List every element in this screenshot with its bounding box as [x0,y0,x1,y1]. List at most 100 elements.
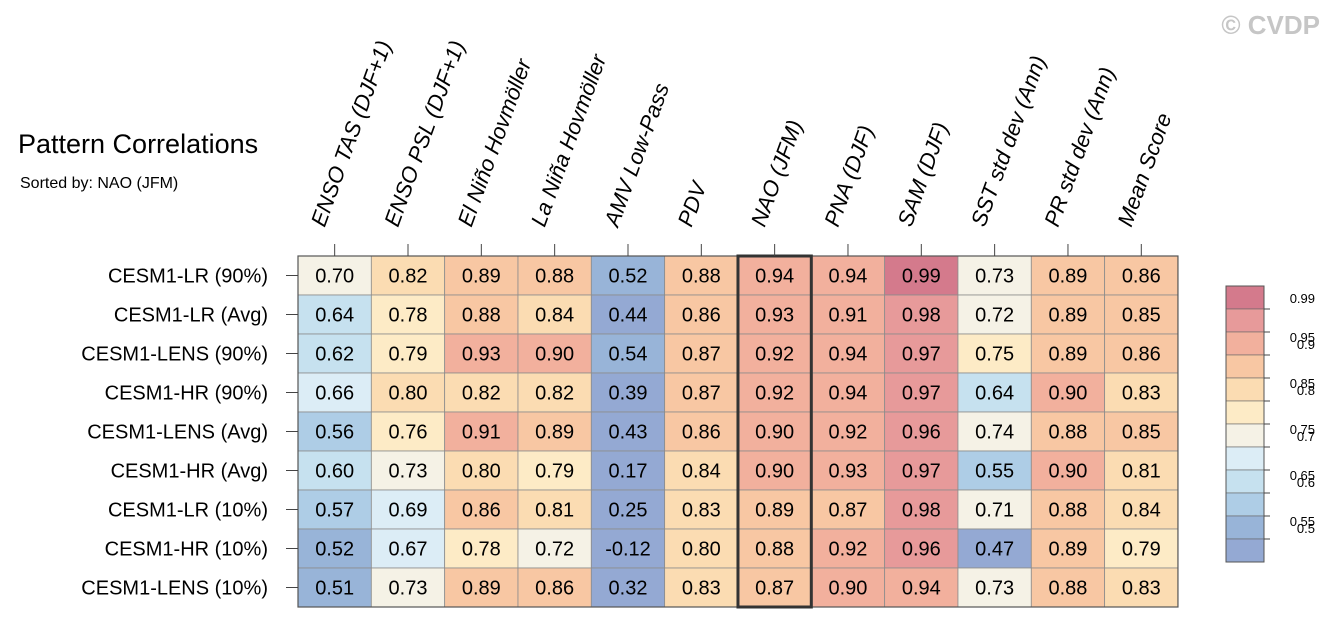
row-label: CESM1-LR (10%) [108,500,268,522]
cell-value: 0.66 [315,383,354,405]
heatmap-cell [370,372,446,413]
heatmap-cell [1104,450,1179,491]
row-label: CESM1-HR (90%) [105,383,268,405]
cell-value: 0.83 [1122,578,1161,600]
cell-value: 0.89 [535,422,574,444]
cell-value: 0.55 [975,461,1014,483]
cell-value: 0.82 [389,266,428,288]
cell-value: 0.87 [682,344,721,366]
column-header: PNA (DJF) [819,122,879,230]
chart-subtitle: Sorted by: NAO (JFM) [20,175,178,192]
cell-value: 0.89 [1048,305,1087,327]
heatmap-cell [664,450,739,491]
colorbar-label: 0.9 [1297,337,1315,352]
heatmap-cell [590,333,666,374]
cell-value: 0.92 [755,383,794,405]
cell-value: 0.85 [1122,422,1161,444]
heatmap-cell [884,567,959,608]
cell-value: 0.86 [1122,344,1161,366]
heatmap-cell [664,372,739,413]
heatmap-cell [590,528,666,569]
heatmap-cell [664,567,739,608]
cell-value: 0.83 [682,500,721,522]
cell-value: 0.67 [389,539,428,561]
column-header: PDV [673,176,713,229]
colorbar-swatch [1225,538,1265,563]
colorbar-swatch [1225,331,1265,356]
heatmap-cell [957,255,1032,296]
cell-value: 0.83 [682,578,721,600]
cell-value: 0.88 [755,539,794,561]
cell-value: 0.89 [1048,344,1087,366]
colorbar-swatch [1225,308,1265,333]
heatmap-cell [444,567,519,608]
heatmap-cell [1104,372,1179,413]
cell-value: 0.86 [682,305,721,327]
column-header: PR std dev (Ann) [1039,64,1120,230]
cell-value: 0.93 [829,461,868,483]
colorbar-swatch [1225,492,1265,517]
cell-value: 0.86 [535,578,574,600]
heatmap-cell [1104,528,1179,569]
heatmap-cell [737,528,812,569]
colorbar-label: 0.8 [1297,383,1315,398]
column-header: NAO (JFM) [746,117,808,230]
cell-value: 0.84 [682,461,721,483]
cell-value: 0.47 [975,539,1014,561]
cell-value: 0.73 [389,578,428,600]
cell-value: 0.39 [609,383,648,405]
cell-value: 0.86 [682,422,721,444]
cell-value: 0.98 [902,305,941,327]
cell-value: 0.32 [609,578,648,600]
cell-value: 0.70 [315,266,354,288]
cell-value: 0.94 [829,344,868,366]
heatmap-cell [297,411,372,452]
cell-value: 0.90 [1048,461,1087,483]
heatmap-cell [1030,528,1106,569]
cell-value: 0.92 [829,539,868,561]
row-label: CESM1-LR (Avg) [114,305,268,327]
cell-value: 0.60 [315,461,354,483]
heatmap-cell [444,489,519,530]
cell-value: 0.43 [609,422,648,444]
cell-value: 0.88 [682,266,721,288]
cell-value: 0.56 [315,422,354,444]
heatmap-cell [1030,294,1106,335]
heatmap-cell [884,294,959,335]
column-header: La Niña Hovmöller [526,50,612,230]
heatmap-cell [517,528,592,569]
row-label: CESM1-LENS (90%) [81,344,268,366]
colorbar-swatch [1225,285,1265,310]
cell-value: 0.84 [535,305,574,327]
heatmap-cell [370,489,446,530]
cell-value: 0.98 [902,500,941,522]
cell-value: 0.79 [535,461,574,483]
cell-value: 0.86 [462,500,501,522]
cell-value: 0.71 [975,500,1014,522]
colorbar-label: 0.85 [1290,376,1315,391]
heatmap-cell [810,294,886,335]
heatmap-cell [810,450,886,491]
heatmap-cell [664,255,739,296]
heatmap-cell [370,255,446,296]
heatmap-cell [737,333,812,374]
cell-value: 0.92 [755,344,794,366]
colorbar-label: 0.75 [1290,422,1315,437]
heatmap-cell [370,294,446,335]
cell-value: 0.57 [315,500,354,522]
row-label: CESM1-LENS (Avg) [87,422,268,444]
heatmap-cell [297,450,372,491]
cell-value: 0.96 [902,539,941,561]
cell-value: 0.79 [1122,539,1161,561]
cell-value: 0.91 [462,422,501,444]
cell-value: 0.73 [975,578,1014,600]
column-header: SAM (DJF) [893,119,954,230]
heatmap-cell [884,489,959,530]
heatmap-cell [590,294,666,335]
heatmap-cell [297,372,372,413]
heatmap-cell [297,528,372,569]
cell-value: 0.85 [1122,305,1161,327]
chart-title: Pattern Correlations [18,129,258,159]
